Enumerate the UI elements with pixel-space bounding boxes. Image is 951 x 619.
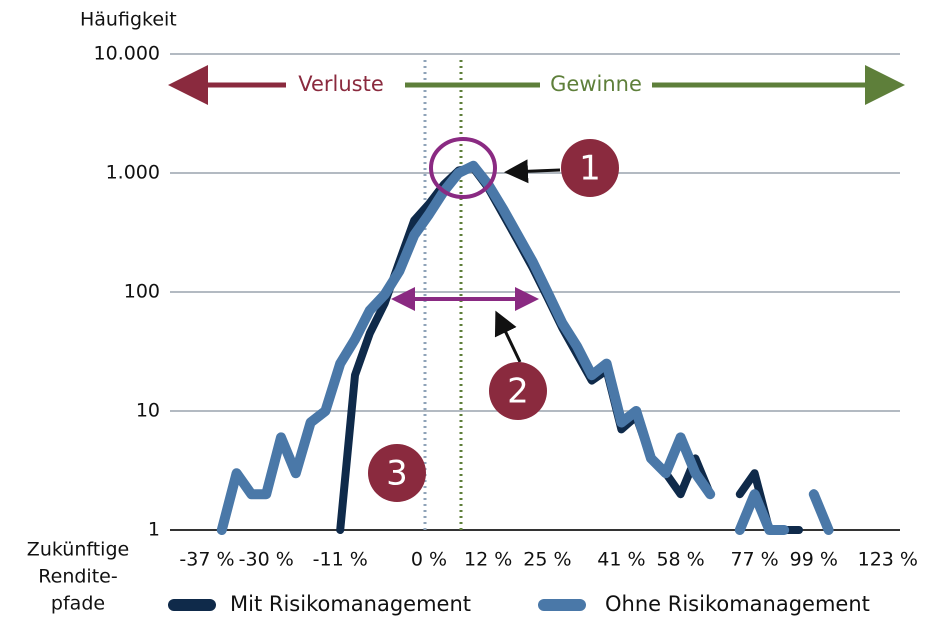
x-tick-label: 99 % [790, 549, 838, 571]
y-tick-label: 1 [148, 519, 160, 541]
losses-label: Verluste [298, 72, 384, 96]
label-bg [286, 70, 396, 100]
badge [561, 139, 619, 197]
gains-label: Gewinne [550, 72, 642, 96]
x-tick-label: -30 % [239, 549, 294, 571]
series-line [808, 489, 834, 535]
y-tick-label: 1.000 [106, 162, 160, 184]
y-tick-label: 10.000 [94, 43, 160, 65]
pointer-arrow [494, 310, 522, 363]
legend-label: Ohne Risikomanagement [605, 592, 870, 616]
y-axis-label: Häufigkeit [80, 9, 177, 31]
pointer-arrow [504, 159, 561, 184]
x-tick-label: -37 % [179, 549, 234, 571]
x-axis-label: pfade [51, 593, 105, 615]
x-tick-label: 25 % [523, 549, 571, 571]
legend: Mit Risikomanagement Ohne Risikomanagemen… [168, 592, 870, 616]
x-tick-label: 58 % [656, 549, 704, 571]
series-line [216, 160, 716, 535]
grid: 1 10 100 1.000 10.000 -37 % -30 % -11 % 0 % 12 % 2… [94, 43, 918, 571]
x-axis-label: Rendite- [38, 566, 117, 588]
x-tick-label: -11 % [313, 549, 368, 571]
x-tick-label: 123 % [858, 549, 918, 571]
x-tick-label: 77 % [730, 549, 778, 571]
y-tick-label: 10 [136, 400, 160, 422]
x-tick-label: 0 % [411, 549, 447, 571]
y-tick-label: 100 [124, 281, 160, 303]
badge-label: 1 [579, 149, 601, 189]
badge-label: 3 [386, 454, 408, 494]
series-line [734, 489, 790, 535]
label-bg [540, 70, 652, 100]
badge-label: 2 [507, 372, 529, 412]
badge [489, 362, 547, 420]
peak-circle [429, 137, 497, 199]
legend-label: Mit Risikomanagement [230, 592, 471, 616]
x-tick-label: 12 % [464, 549, 512, 571]
badge [368, 444, 426, 502]
lines [216, 160, 834, 535]
x-axis-label: Zukünftige [27, 539, 129, 561]
x-tick-label: 41 % [597, 549, 645, 571]
